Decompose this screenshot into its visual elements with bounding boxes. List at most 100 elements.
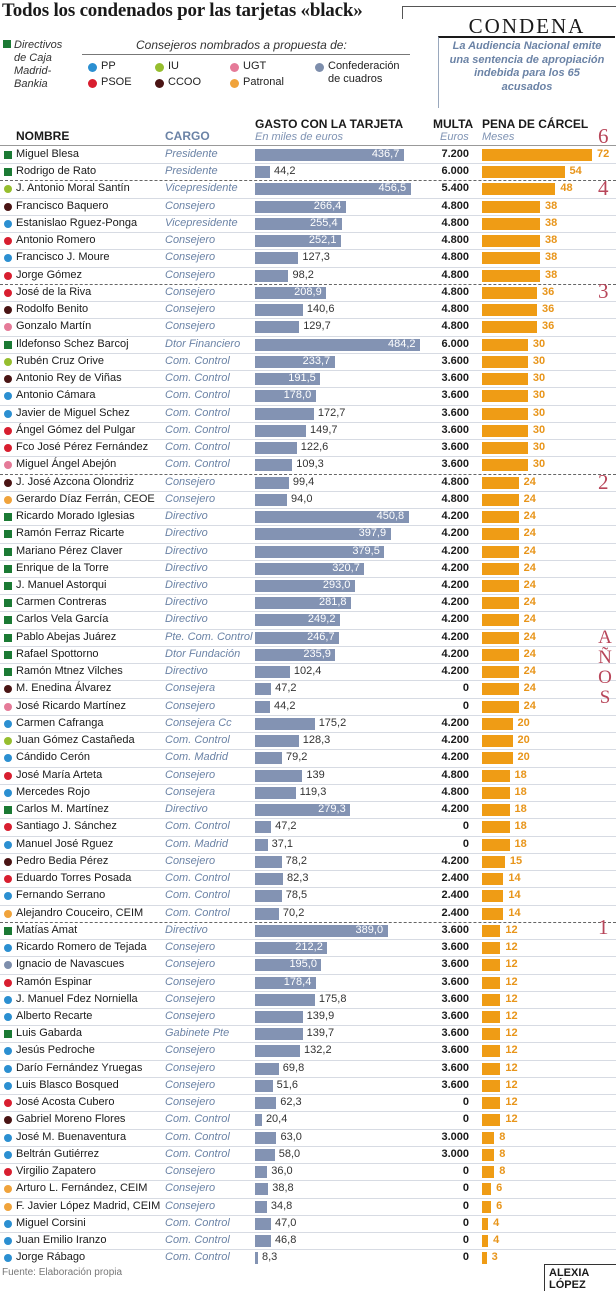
row-separator (0, 352, 616, 354)
pena-bar (482, 580, 519, 592)
group-marker (4, 219, 12, 228)
multa-value: 2.400 (441, 889, 469, 902)
header-rule (0, 145, 616, 146)
table-row: J. Manuel Fdez Norniella Consejero 175,8 3.… (0, 991, 616, 1008)
group-marker (4, 409, 12, 418)
row-separator (0, 387, 616, 389)
group-marker (4, 151, 12, 159)
pena-bar (482, 424, 528, 437)
pena-value: 38 (545, 251, 558, 264)
pena-bar (482, 252, 541, 265)
gasto-bar (255, 562, 365, 575)
multa-value: 4.800 (441, 492, 469, 505)
pena-bar (482, 786, 510, 799)
pena-value: 4 (493, 1234, 500, 1247)
pena-value: 24 (523, 665, 536, 678)
row-name: Carlos M. Martínez (16, 803, 109, 816)
gasto-value: 389,0 (355, 923, 384, 936)
row-separator (0, 1163, 616, 1165)
gasto-bar (255, 873, 284, 886)
row-separator (0, 525, 616, 527)
multa-value: 0 (462, 837, 469, 850)
row-name: José de la Riva (16, 285, 92, 298)
multa-value: 0 (462, 699, 469, 712)
group-marker (4, 306, 12, 315)
gasto-bar (255, 1148, 275, 1161)
gasto-bar (255, 942, 328, 955)
table-row: Rodolfo Benito Consejero 140,6 4.800 36 (0, 301, 616, 318)
group-marker (4, 1099, 12, 1108)
group-marker (4, 461, 12, 470)
row-separator (0, 1008, 616, 1009)
row-cargo: Consejero (165, 303, 216, 316)
pena-bar (482, 217, 541, 230)
pena-value: 18 (514, 803, 527, 816)
row-separator (0, 439, 616, 441)
gasto-bar (255, 149, 404, 161)
gasto-value: 102,4 (293, 665, 322, 678)
row-separator (0, 1076, 616, 1078)
years-label-letter: Ñ (598, 647, 612, 668)
gasto-value: 175,8 (318, 992, 347, 1005)
gasto-bar (255, 200, 346, 213)
table-row: Antonio Cámara Com. Control 178,0 3.600 30 (0, 387, 616, 404)
row-name: Rodolfo Benito (16, 303, 89, 316)
group-marker (4, 875, 12, 884)
group-marker (4, 513, 12, 522)
row-separator (0, 749, 616, 751)
row-cargo: Dtor Financiero (165, 337, 241, 350)
pena-value: 24 (523, 630, 536, 643)
row-separator (0, 456, 616, 458)
gasto-value: 47,0 (275, 1216, 297, 1229)
pena-value: 6 (496, 1182, 503, 1195)
row-separator (0, 577, 616, 578)
row-cargo: Consejera (165, 682, 216, 695)
row-name: Miguel Blesa (16, 148, 79, 160)
gasto-bar (255, 631, 340, 644)
gasto-value: 178,4 (283, 975, 312, 988)
pena-value: 15 (509, 854, 523, 867)
multa-value: 4.800 (441, 768, 469, 781)
row-cargo: Com. Control (165, 458, 230, 471)
row-separator (0, 1197, 616, 1199)
gasto-value: 69,8 (282, 1061, 305, 1074)
row-cargo: Com. Control (165, 423, 230, 436)
table-row: José Acosta Cubero Consejero 62,3 0 12 (0, 1094, 616, 1111)
row-cargo: Consejero (165, 475, 216, 488)
group-marker (4, 1185, 12, 1194)
row-cargo: Dtor Fundación (165, 647, 241, 660)
table-row: Enrique de la Torre Directivo 320,7 4.200 24 (0, 560, 616, 577)
multa-value: 4.800 (441, 251, 469, 264)
gasto-bar (255, 614, 340, 627)
table-row: Cándido Cerón Com. Madrid 79,2 4.200 20 (0, 749, 616, 766)
multa-value: 4.200 (441, 803, 469, 816)
legend-label-patronal: Patronal (243, 76, 284, 88)
gasto-bar (255, 1011, 303, 1023)
group-marker (4, 1237, 12, 1246)
row-separator (0, 818, 616, 820)
gasto-value: 195,0 (289, 958, 317, 971)
pena-value: 24 (523, 492, 536, 505)
group-marker (4, 926, 12, 935)
row-name: Estanislao Rguez-Ponga (16, 216, 138, 229)
gasto-value: 44,2 (274, 699, 296, 712)
table-row: F. Javier López Madrid, CEIM Consejero 34,… (0, 1198, 616, 1215)
table-row: Miguel Corsini Com. Control 47,0 0 4 (0, 1215, 616, 1232)
multa-value: 3.600 (441, 458, 469, 471)
multa-value: 4.200 (441, 630, 469, 643)
multa-value: 3.600 (441, 441, 469, 454)
gasto-bar (255, 493, 288, 506)
group-marker (4, 582, 12, 590)
table-row: Pedro Bedia Pérez Consejero 78,2 4.200 15 (0, 853, 616, 870)
header-gasto: GASTO CON LA TARJETA (255, 117, 404, 131)
multa-value: 4.800 (441, 199, 469, 212)
gasto-bar (255, 355, 335, 368)
legend-dot-confederaci-n-de-cuadros (315, 63, 324, 72)
row-name: Ricardo Morado Iglesias (16, 510, 135, 523)
pena-value: 24 (523, 596, 536, 609)
pena-bar (482, 390, 528, 403)
row-separator (0, 594, 616, 596)
gasto-value: 78,2 (285, 854, 308, 867)
gasto-value: 44,2 (274, 165, 296, 178)
pena-value: 12 (505, 1078, 518, 1091)
